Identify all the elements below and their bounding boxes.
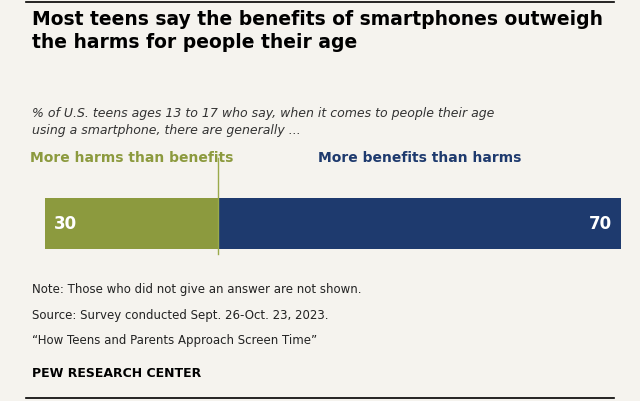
Text: “How Teens and Parents Approach Screen Time”: “How Teens and Parents Approach Screen T… xyxy=(32,333,317,346)
Text: More harms than benefits: More harms than benefits xyxy=(29,150,233,164)
Text: 70: 70 xyxy=(589,215,612,233)
Bar xyxy=(45,198,218,249)
Text: PEW RESEARCH CENTER: PEW RESEARCH CENTER xyxy=(32,366,201,379)
Text: Note: Those who did not give an answer are not shown.: Note: Those who did not give an answer a… xyxy=(32,283,362,296)
Text: Most teens say the benefits of smartphones outweigh
the harms for people their a: Most teens say the benefits of smartphon… xyxy=(32,10,603,52)
Text: More benefits than harms: More benefits than harms xyxy=(317,150,521,164)
Bar xyxy=(218,198,621,249)
Text: % of U.S. teens ages 13 to 17 who say, when it comes to people their age
using a: % of U.S. teens ages 13 to 17 who say, w… xyxy=(32,106,494,137)
Text: Source: Survey conducted Sept. 26-Oct. 23, 2023.: Source: Survey conducted Sept. 26-Oct. 2… xyxy=(32,308,328,321)
Text: 30: 30 xyxy=(54,215,77,233)
